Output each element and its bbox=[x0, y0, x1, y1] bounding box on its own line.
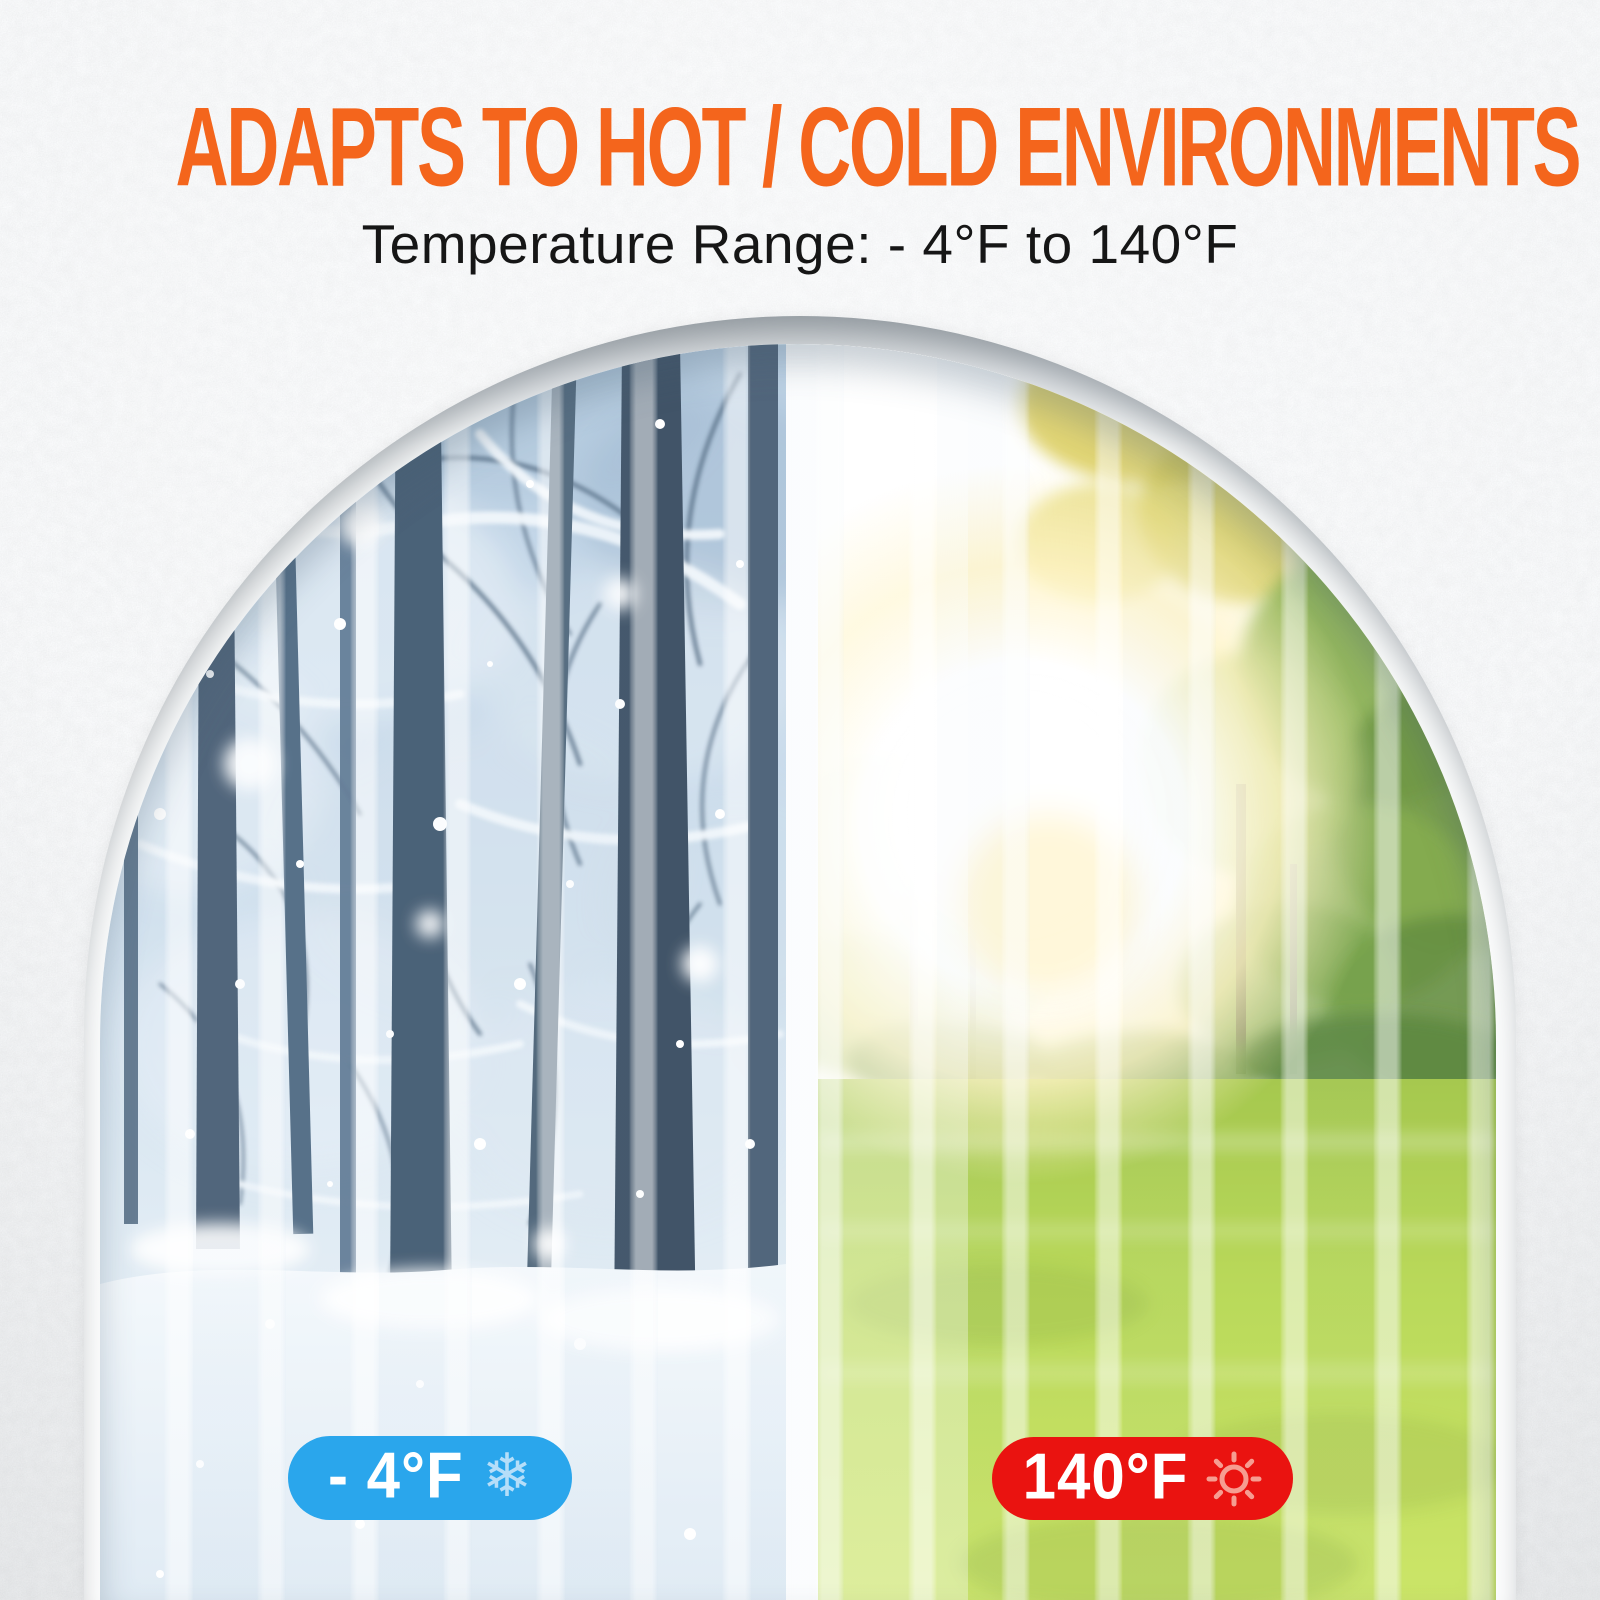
winter-scene-image bbox=[100, 344, 786, 1600]
page-title: ADAPTS TO HOT / COLD ENVIRONMENTS bbox=[0, 84, 1600, 209]
arch-window: - 4°F ❄ 140°F bbox=[100, 344, 1496, 1600]
hot-temperature-badge: 140°F bbox=[992, 1437, 1293, 1520]
hot-temperature-label: 140°F bbox=[1022, 1439, 1189, 1512]
sun-icon bbox=[1206, 1451, 1262, 1506]
cold-temperature-label: - 4°F bbox=[328, 1439, 464, 1512]
page-title-text: ADAPTS TO HOT / COLD ENVIRONMENTS bbox=[175, 85, 1581, 210]
summer-scene-image bbox=[818, 344, 1496, 1600]
temperature-range-subtitle: Temperature Range: - 4°F to 140°F bbox=[361, 213, 1239, 275]
cold-temperature-badge: - 4°F ❄ bbox=[288, 1436, 572, 1520]
snowflake-icon: ❄ bbox=[481, 1441, 532, 1511]
scene-divider bbox=[786, 344, 818, 1600]
